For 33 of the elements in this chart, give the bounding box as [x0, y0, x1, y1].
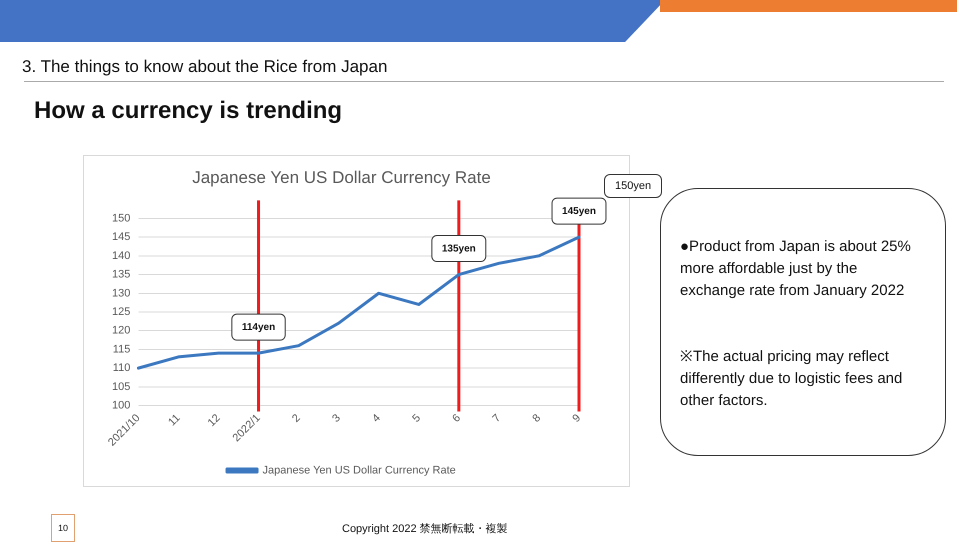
x-tick-label: 5 [410, 412, 424, 425]
text: ●Product from Japan is about 25% more affordable just by the exchange rate from January 2022 [680, 237, 912, 301]
y-tick-label: 120 [112, 324, 130, 337]
text: How a currency is trending [34, 97, 342, 125]
y-tick-label: 150 [112, 212, 130, 224]
y-tick-label: 125 [112, 306, 130, 318]
text: 3. The things to know about the Rice from Japan [22, 57, 388, 77]
y-tick-label: 140 [112, 250, 130, 262]
y-tick-label: 130 [112, 287, 130, 300]
legend-label: Japanese Yen US Dollar Currency Rate [262, 464, 456, 477]
x-tick-label: 2 [290, 412, 303, 425]
text: 150yen [604, 174, 662, 198]
y-tick-label: 110 [112, 362, 130, 374]
text: Copyright 2022 禁無断転載・複製 [342, 522, 508, 536]
ref-line-label: 135yen [442, 243, 476, 254]
x-tick-label: 3 [330, 412, 343, 425]
x-tick-label: 8 [530, 412, 544, 425]
y-tick-label: 115 [112, 343, 130, 356]
ref-line-label: 145yen [562, 206, 596, 217]
ref-line-label: 114yen [242, 322, 276, 333]
y-tick-label: 145 [112, 231, 130, 244]
x-tick-label: 12 [206, 412, 223, 430]
text: 10 [51, 514, 75, 542]
chart-title: Japanese Yen US Dollar Currency Rate [192, 168, 491, 187]
text: ※The actual pricing may reflect differently due to logistic fees and other factors. [680, 347, 904, 411]
x-tick-label: 7 [490, 412, 504, 425]
y-tick-label: 135 [112, 268, 130, 281]
x-tick-label: 9 [570, 412, 584, 425]
x-tick-label: 4 [370, 412, 383, 425]
x-tick-label: 6 [450, 412, 464, 425]
y-tick-label: 105 [112, 380, 130, 393]
x-tick-label: 11 [166, 412, 183, 429]
y-tick-label: 100 [112, 400, 130, 412]
